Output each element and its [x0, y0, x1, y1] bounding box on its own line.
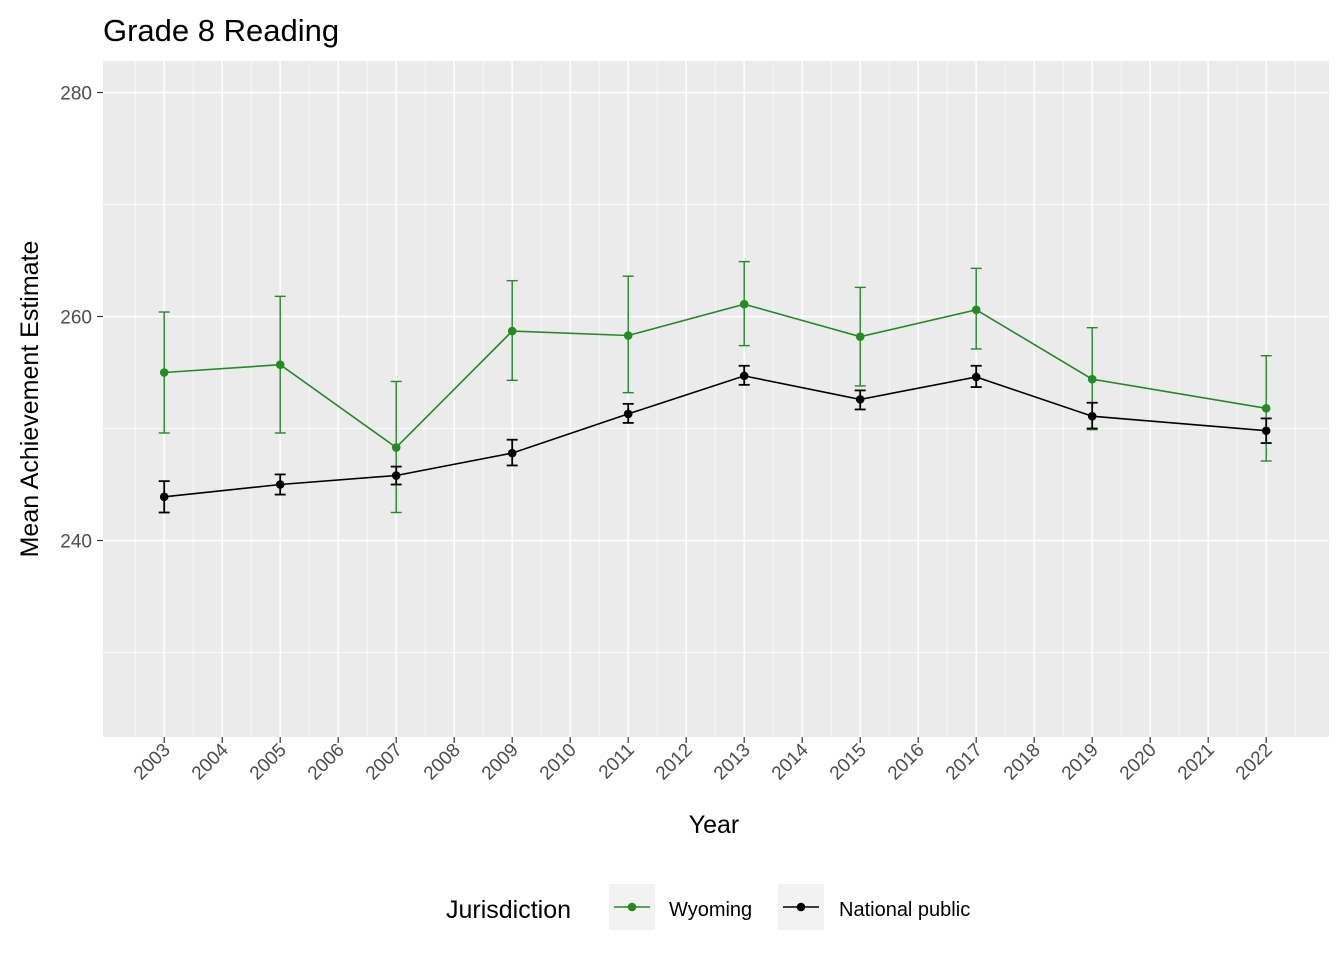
x-tick-label: 2009 — [478, 740, 523, 785]
x-tick-label: 2020 — [1116, 740, 1161, 785]
x-tick-label: 2022 — [1232, 740, 1277, 785]
major-gridlines — [103, 61, 1329, 737]
legend-title: Jurisdiction — [446, 896, 571, 924]
x-axis: 2003 2004 2005 2006 2007 2008 2009 2010 2011 2012… — [130, 737, 1277, 784]
x-axis-title: Year — [689, 811, 740, 839]
x-tick-label: 2012 — [652, 740, 697, 785]
x-tick-label: 2019 — [1058, 740, 1103, 785]
data-point-national-public — [623, 409, 633, 419]
minor-gridlines — [103, 61, 1329, 737]
y-tick-label: 240 — [60, 532, 92, 553]
x-tick-label: 2007 — [362, 740, 407, 785]
legend-point-wyoming — [627, 902, 637, 912]
data-point-national-public — [275, 480, 285, 489]
y-tick-label: 280 — [60, 84, 92, 105]
series-line-wyoming — [164, 303, 1267, 449]
series-layer — [158, 260, 1272, 514]
data-point-wyoming — [1261, 404, 1271, 413]
data-point-wyoming — [507, 326, 517, 336]
data-point-wyoming — [1087, 374, 1097, 384]
y-tick-label: 260 — [60, 308, 92, 329]
data-point-national-public — [855, 395, 865, 404]
x-tick-label: 2011 — [595, 740, 639, 784]
plot-panel — [103, 61, 1329, 737]
data-point-national-public — [1261, 426, 1271, 436]
data-point-national-public — [159, 492, 169, 502]
data-point-wyoming — [623, 331, 633, 340]
data-point-wyoming — [739, 299, 749, 309]
data-point-wyoming — [159, 368, 169, 377]
data-point-national-public — [1087, 411, 1097, 421]
y-axis-title: Mean Achievement Estimate — [16, 241, 44, 558]
x-tick-label: 2015 — [826, 740, 871, 785]
x-tick-label: 2003 — [130, 740, 175, 785]
legend-label-wyoming: Wyoming — [669, 899, 752, 921]
legend-point-national-public — [796, 902, 806, 912]
data-point-national-public — [739, 371, 749, 381]
data-point-wyoming — [391, 443, 401, 452]
x-tick-label: 2004 — [188, 739, 233, 784]
data-point-wyoming — [275, 360, 285, 369]
x-tick-label: 2013 — [710, 740, 755, 785]
x-tick-label: 2021 — [1174, 740, 1219, 785]
x-tick-label: 2017 — [942, 740, 987, 785]
data-point-national-public — [391, 471, 401, 480]
series-line-national-public — [164, 375, 1267, 498]
x-tick-label: 2006 — [304, 740, 349, 785]
x-tick-label: 2018 — [1000, 740, 1045, 785]
x-tick-label: 2014 — [768, 739, 813, 784]
data-point-wyoming — [971, 305, 981, 315]
legend: Jurisdiction Wyoming National public — [446, 884, 970, 930]
data-point-national-public — [971, 372, 981, 382]
data-point-wyoming — [855, 332, 865, 341]
chart-title: Grade 8 Reading — [103, 13, 339, 48]
y-axis: 240 260 280 — [60, 84, 103, 553]
data-point-national-public — [507, 448, 517, 458]
series-national-public — [158, 364, 1272, 514]
x-tick-label: 2005 — [246, 740, 291, 785]
x-tick-label: 2016 — [884, 740, 929, 785]
x-tick-label: 2010 — [536, 740, 581, 785]
series-wyoming — [158, 260, 1272, 514]
x-tick-label: 2008 — [420, 740, 465, 785]
legend-label-national-public: National public — [839, 899, 970, 921]
